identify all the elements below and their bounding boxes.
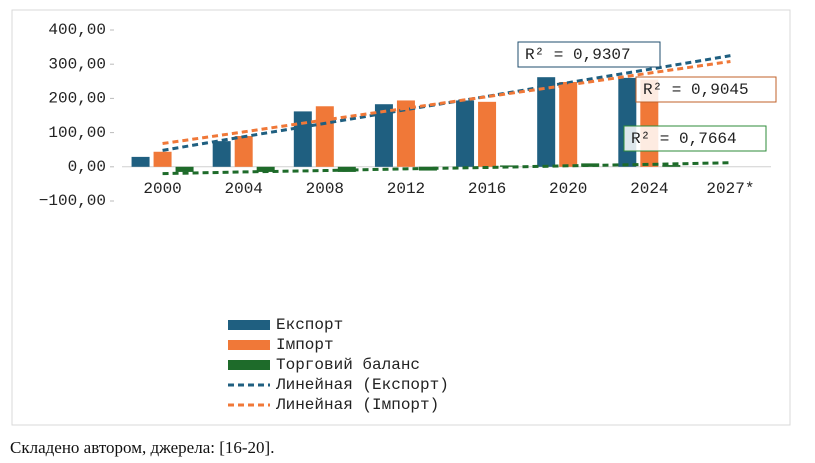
- bar: [315, 106, 334, 167]
- bar: [456, 100, 475, 167]
- caption: Складено автором, джерела: [16-20].: [10, 438, 275, 457]
- legend-label: Торговий баланс: [276, 356, 420, 374]
- y-tick-label: 400,00: [48, 21, 106, 39]
- x-tick-label: 2008: [306, 180, 344, 198]
- x-tick-label: 2027*: [706, 180, 754, 198]
- y-tick-label: 100,00: [48, 124, 106, 142]
- y-tick-label: −100,00: [39, 192, 106, 210]
- bar: [153, 151, 172, 167]
- r2-label: R² = 0,7664: [631, 130, 737, 148]
- bar: [396, 100, 415, 167]
- legend-swatch: [228, 320, 270, 330]
- x-tick-label: 2024: [630, 180, 668, 198]
- x-tick-label: 2012: [387, 180, 425, 198]
- bar: [234, 136, 253, 167]
- r2-label: R² = 0,9045: [643, 81, 749, 99]
- bar: [618, 77, 637, 167]
- trend-line: [162, 54, 731, 152]
- trend-line: [162, 59, 731, 146]
- bar: [662, 165, 681, 167]
- legend-label: Імпорт: [276, 336, 334, 354]
- chart: −100,00 0,00 100,00 200,00 300,00 400,00 2000 2…: [11, 9, 791, 426]
- legend-label: Експорт: [276, 316, 343, 334]
- y-tick-label: 200,00: [48, 90, 106, 108]
- r2-box: [623, 125, 767, 152]
- x-tick-label: 2016: [468, 180, 506, 198]
- r2-label: R² = 0,9307: [525, 46, 631, 64]
- bar: [256, 166, 275, 172]
- bar: [293, 111, 312, 167]
- bar: [212, 141, 231, 167]
- r2-box: [635, 76, 777, 103]
- bar: [131, 156, 150, 167]
- y-tick-label: 0,00: [68, 158, 106, 176]
- legend-swatch: [228, 340, 270, 350]
- bar: [478, 101, 497, 167]
- bar: [581, 163, 600, 167]
- r2-box: [517, 41, 661, 68]
- legend-label: Линейная (Експорт): [275, 376, 449, 394]
- y-tick-label: 300,00: [48, 55, 106, 73]
- x-tick-label: 2004: [224, 180, 262, 198]
- bar: [537, 77, 556, 167]
- bar: [500, 165, 519, 167]
- legend-swatch: [228, 360, 270, 370]
- x-tick-label: 2000: [143, 180, 181, 198]
- trend-line: [162, 161, 731, 176]
- bar: [374, 104, 393, 167]
- legend-label: Линейная (Імпорт): [275, 396, 439, 414]
- bar: [175, 166, 194, 172]
- bar: [559, 81, 578, 167]
- x-tick-label: 2020: [549, 180, 587, 198]
